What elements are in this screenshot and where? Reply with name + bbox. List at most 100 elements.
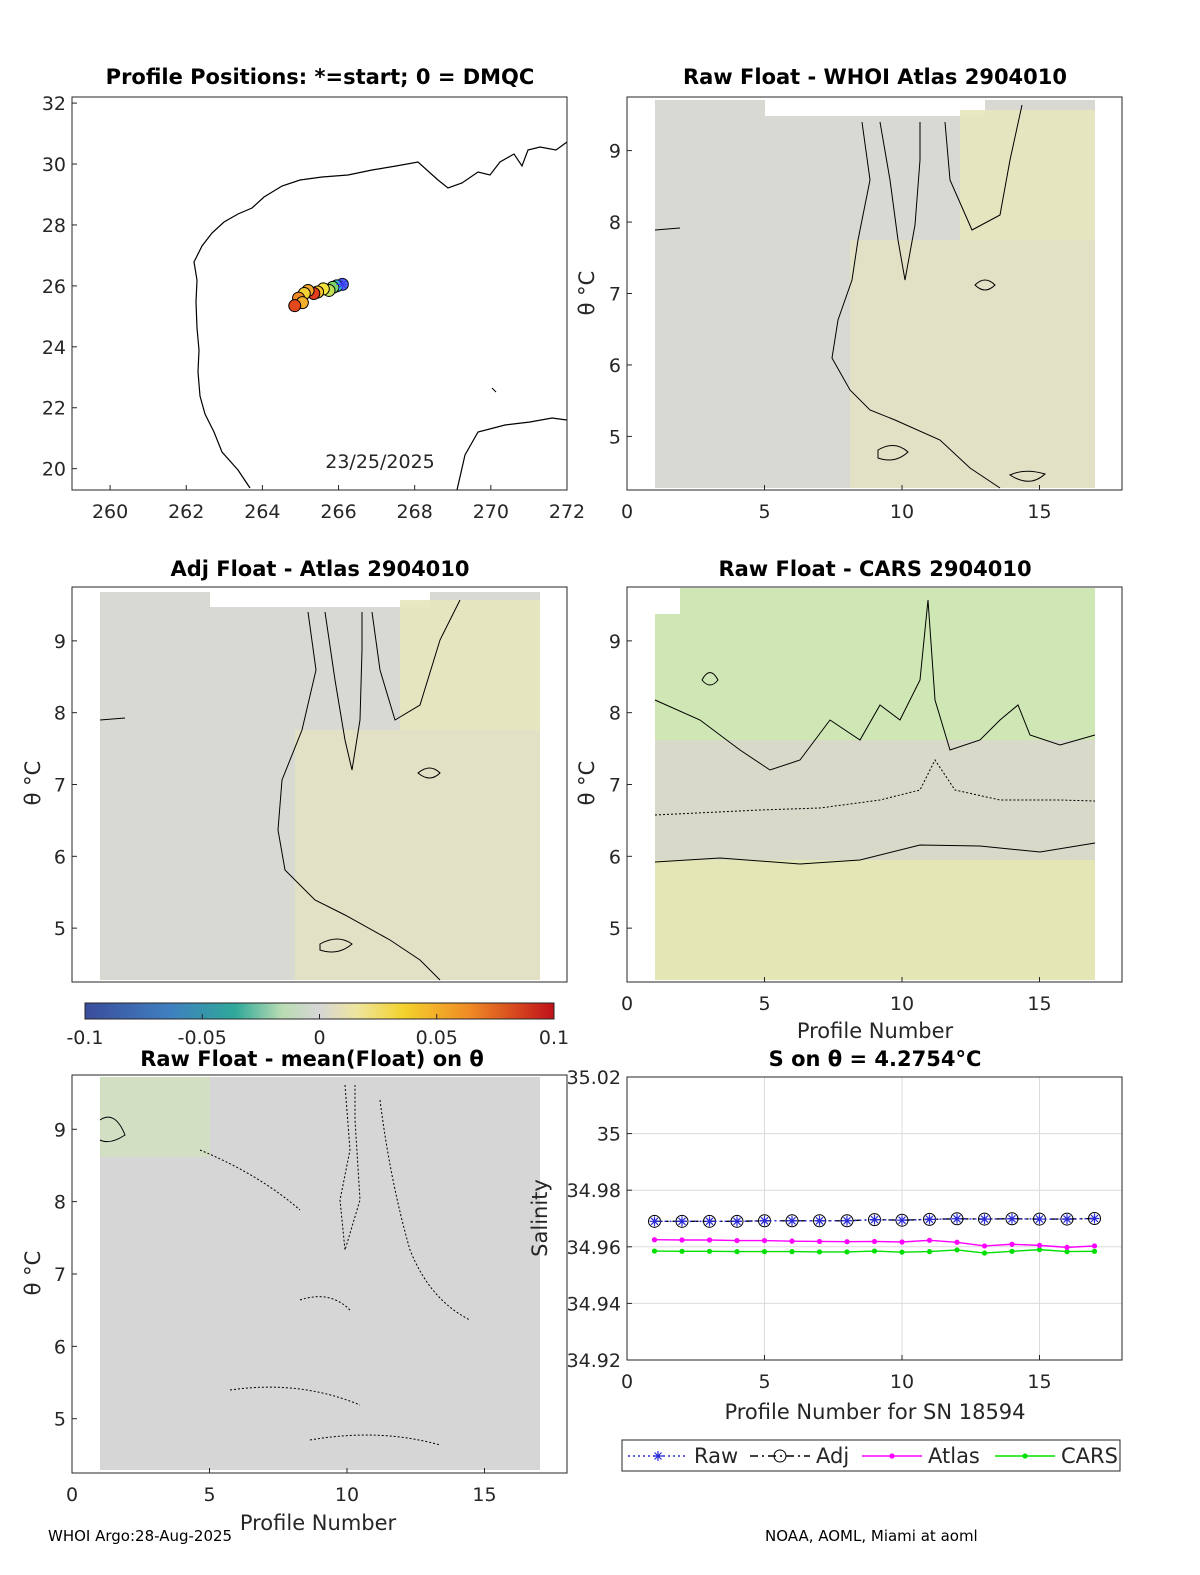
x-tick-label: 0 <box>621 1371 633 1393</box>
cars-xlabel: Profile Number <box>797 1019 954 1043</box>
y-tick-label: 26 <box>42 276 66 298</box>
point-cars <box>1009 1248 1015 1254</box>
x-tick-label: 15 <box>1027 993 1051 1015</box>
cars-y-ticks: 5 6 7 8 9 <box>609 631 632 940</box>
whoi-x-ticks: 0 5 10 15 <box>621 485 1052 523</box>
point-cars <box>1091 1248 1098 1254</box>
adj-ylabel: θ °C <box>21 761 45 806</box>
x-tick-label: 0 <box>621 993 633 1015</box>
mean-ylabel: θ °C <box>21 1251 45 1296</box>
point-cars <box>1064 1249 1070 1255</box>
legend-label-cars: CARS <box>1061 1444 1118 1468</box>
legend-label-adj: Adj <box>816 1444 849 1468</box>
point-raw <box>704 1216 715 1227</box>
x-tick-label: 10 <box>890 501 914 523</box>
point-atlas <box>734 1237 740 1244</box>
y-tick-label: 8 <box>609 703 621 725</box>
point-atlas <box>981 1243 988 1249</box>
salinity-ylabel: Salinity <box>528 1179 552 1257</box>
adj-title: Adj Float - Atlas 2904010 <box>170 557 469 581</box>
point-atlas <box>844 1239 850 1245</box>
x-tick-label: 15 <box>1027 1371 1051 1393</box>
point-raw <box>979 1214 990 1225</box>
x-tick-label: 5 <box>758 993 770 1015</box>
y-tick-label: 34.98 <box>567 1180 621 1202</box>
point-raw <box>924 1214 935 1225</box>
point-atlas <box>706 1237 713 1243</box>
y-tick-label: 9 <box>54 631 66 653</box>
point-cars <box>899 1249 905 1255</box>
point-cars <box>954 1247 960 1253</box>
mean-panel: Raw Float - mean(Float) on θ 0 5 10 15 5 6 7 8… <box>21 1047 568 1535</box>
y-tick-label: 8 <box>609 212 621 234</box>
y-tick-label: 9 <box>54 1119 66 1141</box>
y-tick-label: 7 <box>609 284 621 306</box>
point-atlas <box>926 1237 933 1243</box>
x-tick-label: 270 <box>473 501 509 523</box>
colorbar-tick-label: -0.05 <box>178 1027 227 1049</box>
point-raw <box>1089 1213 1100 1224</box>
y-tick-label: 34.94 <box>567 1293 621 1315</box>
cars-title: Raw Float - CARS 2904010 <box>718 557 1031 581</box>
start-marker <box>336 278 349 291</box>
x-tick-label: 10 <box>335 1484 359 1506</box>
point-raw <box>814 1215 825 1226</box>
mean-xlabel: Profile Number <box>240 1511 397 1535</box>
point-cars <box>926 1249 933 1255</box>
x-tick-label: 15 <box>472 1484 496 1506</box>
y-tick-label: 6 <box>609 846 621 868</box>
profile-position-marker <box>288 299 302 313</box>
legend-label-atlas: Atlas <box>928 1444 980 1468</box>
x-tick-label: 0 <box>621 501 633 523</box>
x-tick-label: 268 <box>397 501 433 523</box>
point-atlas <box>1036 1242 1043 1248</box>
x-tick-label: 10 <box>890 993 914 1015</box>
footer-right: NOAA, AOML, Miami at aoml <box>765 1527 978 1545</box>
point-atlas <box>1009 1241 1015 1247</box>
y-tick-label: 34.92 <box>567 1350 621 1372</box>
y-tick-label: 24 <box>42 337 66 359</box>
point-atlas <box>789 1238 795 1244</box>
point-atlas <box>871 1238 878 1245</box>
map-x-ticks: 260 262 264 266 268 270 272 <box>92 485 585 523</box>
y-tick-label: 9 <box>609 631 621 653</box>
point-cars <box>981 1250 988 1256</box>
point-cars <box>734 1249 740 1255</box>
legend-items: Raw Adj Atlas CARS <box>628 1444 1118 1468</box>
x-tick-label: 262 <box>168 501 204 523</box>
legend-marker-raw <box>653 1451 663 1461</box>
point-raw <box>732 1216 742 1227</box>
y-tick-label: 32 <box>42 93 66 115</box>
point-raw <box>952 1213 962 1224</box>
point-cars <box>844 1249 850 1255</box>
adj-contours <box>99 599 461 981</box>
point-atlas <box>651 1237 658 1243</box>
colorbar: -0.1 -0.05 0 0.05 0.1 <box>66 1002 569 1049</box>
point-cars <box>789 1249 795 1255</box>
y-tick-label: 5 <box>609 918 621 940</box>
x-tick-label: 266 <box>320 501 356 523</box>
mean-contours <box>199 1084 471 1446</box>
point-raw <box>649 1216 660 1227</box>
y-tick-label: 22 <box>42 398 66 420</box>
legend-marker-adj <box>773 1449 787 1463</box>
point-raw <box>759 1215 770 1226</box>
point-cars <box>679 1248 685 1254</box>
y-tick-label: 8 <box>54 703 66 725</box>
point-cars <box>761 1249 768 1255</box>
point-cars <box>706 1248 713 1254</box>
x-tick-label: 5 <box>758 501 770 523</box>
whoi-y-ticks: 5 6 7 8 9 <box>609 141 632 448</box>
y-tick-label: 5 <box>54 1409 66 1431</box>
y-tick-label: 7 <box>54 775 66 797</box>
colorbar-tick-label: 0.05 <box>416 1027 458 1049</box>
point-atlas <box>1064 1244 1070 1250</box>
point-raw <box>787 1215 797 1226</box>
y-tick-label: 5 <box>609 426 621 448</box>
point-atlas <box>899 1239 905 1245</box>
colorbar-ticks: -0.1 -0.05 0 0.05 0.1 <box>66 1014 569 1049</box>
point-raw <box>842 1215 852 1226</box>
x-tick-label: 260 <box>92 501 128 523</box>
point-raw <box>677 1216 687 1227</box>
y-tick-label: 35 <box>597 1124 621 1146</box>
